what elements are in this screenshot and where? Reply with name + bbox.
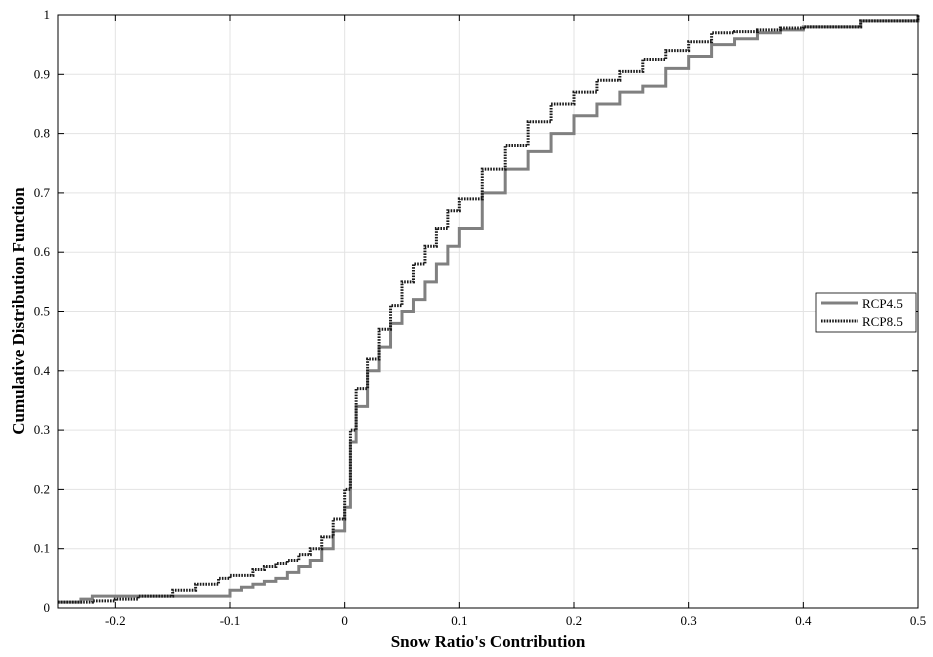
tick-labels: -0.2 -0.1 0 0.1 0.2 0.3 0.4 0.5 0 0.1 0.2 0.3 0.4 0.5… — [34, 7, 926, 628]
y-tick-label: 0.3 — [34, 422, 50, 437]
y-axis-label: Cumulative Distribution Function — [9, 187, 28, 435]
y-tick-label: 1 — [44, 7, 51, 22]
x-tick-label: -0.1 — [220, 613, 241, 628]
y-tick-label: 0.4 — [34, 363, 51, 378]
x-tick-label: 0.1 — [451, 613, 467, 628]
x-tick-label: 0.3 — [681, 613, 697, 628]
x-tick-label: 0.2 — [566, 613, 582, 628]
x-tick-label: -0.2 — [105, 613, 126, 628]
y-tick-label: 0.7 — [34, 185, 51, 200]
y-tick-label: 0.9 — [34, 66, 50, 81]
x-tick-label: 0.4 — [795, 613, 812, 628]
series-layer — [58, 15, 920, 604]
y-tick-label: 0.6 — [34, 244, 51, 259]
series-line-rcp4-5 — [58, 15, 920, 604]
tick-marks — [58, 14, 919, 609]
legend-box — [815, 292, 917, 333]
y-tick-label: 0 — [44, 600, 51, 615]
legend-label-rcp45: RCP4.5 — [862, 296, 903, 311]
legend-label-rcp85: RCP8.5 — [862, 314, 903, 329]
y-tick-label: 0.1 — [34, 541, 50, 556]
x-tick-label: 0 — [341, 613, 348, 628]
y-tick-label: 0.5 — [34, 304, 50, 319]
series-line-rcp8-5 — [58, 15, 920, 604]
x-axis-label: Snow Ratio's Contribution — [391, 632, 586, 651]
x-tick-label: 0.5 — [910, 613, 926, 628]
y-tick-label: 0.8 — [34, 126, 50, 141]
legend: RCP4.5 RCP8.5 — [815, 292, 917, 333]
y-tick-label: 0.2 — [34, 481, 50, 496]
